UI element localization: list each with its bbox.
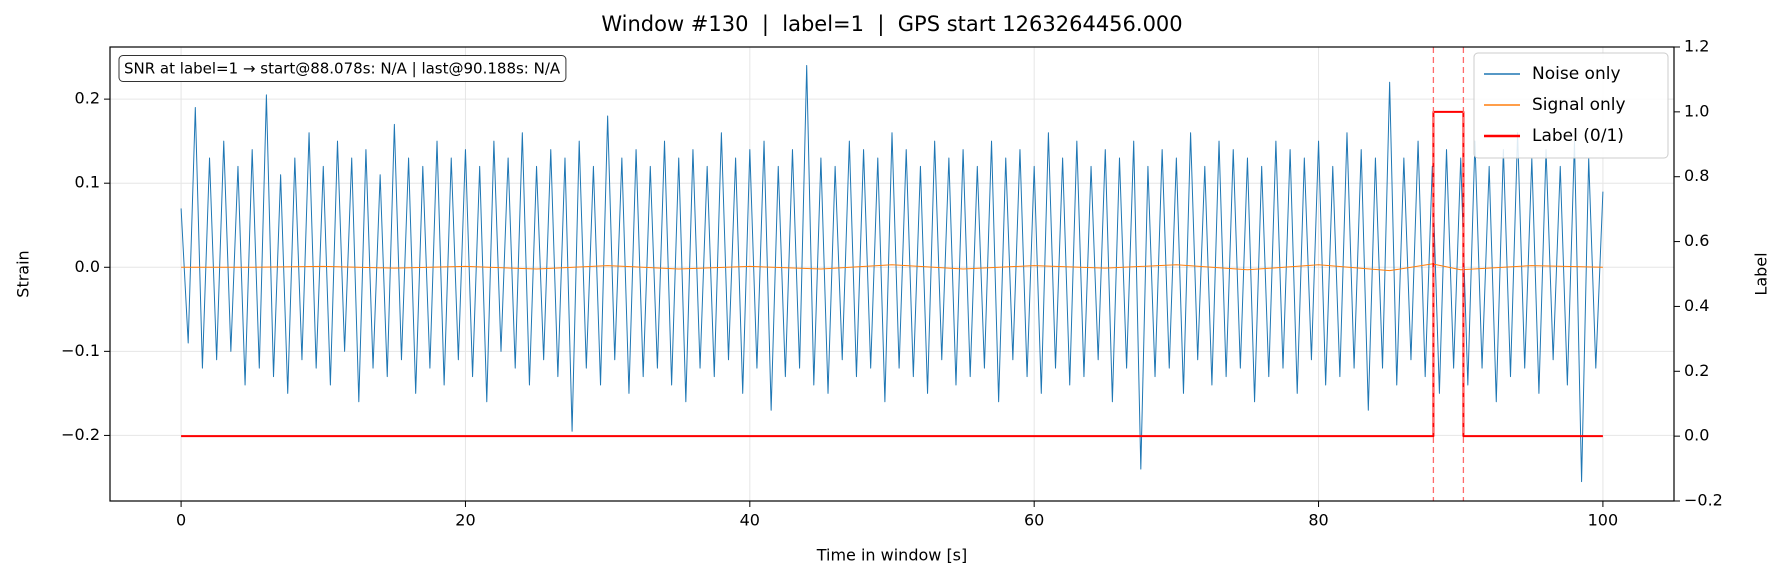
x-tick-label: 20 (455, 511, 475, 530)
x-tick-label: 0 (176, 511, 186, 530)
legend-label: Noise only (1532, 64, 1621, 84)
y2-tick-label: −0.2 (1684, 491, 1723, 510)
y-tick-label: 0.1 (75, 173, 100, 192)
y2-tick-label: 0.2 (1684, 361, 1709, 380)
y2-tick-label: 0.4 (1684, 296, 1709, 315)
legend-label: Signal only (1532, 95, 1626, 115)
x-tick-label: 80 (1308, 511, 1328, 530)
y2-tick-label: 0.0 (1684, 426, 1709, 445)
annotation: SNR at label=1 → start@88.078s: N/A | la… (124, 60, 561, 78)
y-tick-label: 0.0 (75, 257, 100, 276)
x-tick-label: 40 (740, 511, 760, 530)
legend-box (1473, 52, 1669, 159)
y-tick-label: 0.2 (75, 89, 100, 108)
chart-title: Window #130 | label=1 | GPS start 126326… (601, 12, 1182, 37)
annotation-box (118, 55, 567, 82)
y-axis-label: Strain (14, 250, 33, 297)
x-tick-label: 60 (1024, 511, 1044, 530)
y2-axis-label: Label (1752, 252, 1771, 295)
y-tick-label: −0.1 (61, 341, 100, 360)
legend: Noise only Signal only Label (0/1) (1473, 52, 1669, 159)
plot-frame (109, 46, 1675, 502)
y2-tick-label: 1.0 (1684, 101, 1709, 120)
series-line (181, 110, 1603, 438)
y2-tick-label: 0.6 (1684, 231, 1709, 250)
y-tick-label: −0.2 (61, 425, 100, 444)
y2-tick-label: 0.8 (1684, 166, 1709, 185)
x-tick-label: 100 (1588, 511, 1619, 530)
series-line (180, 64, 1604, 483)
series-line (181, 263, 1603, 272)
x-axis-label: Time in window [s] (816, 546, 968, 565)
legend-label: Label (0/1) (1532, 126, 1624, 146)
y2-tick-label: 1.2 (1684, 37, 1709, 56)
